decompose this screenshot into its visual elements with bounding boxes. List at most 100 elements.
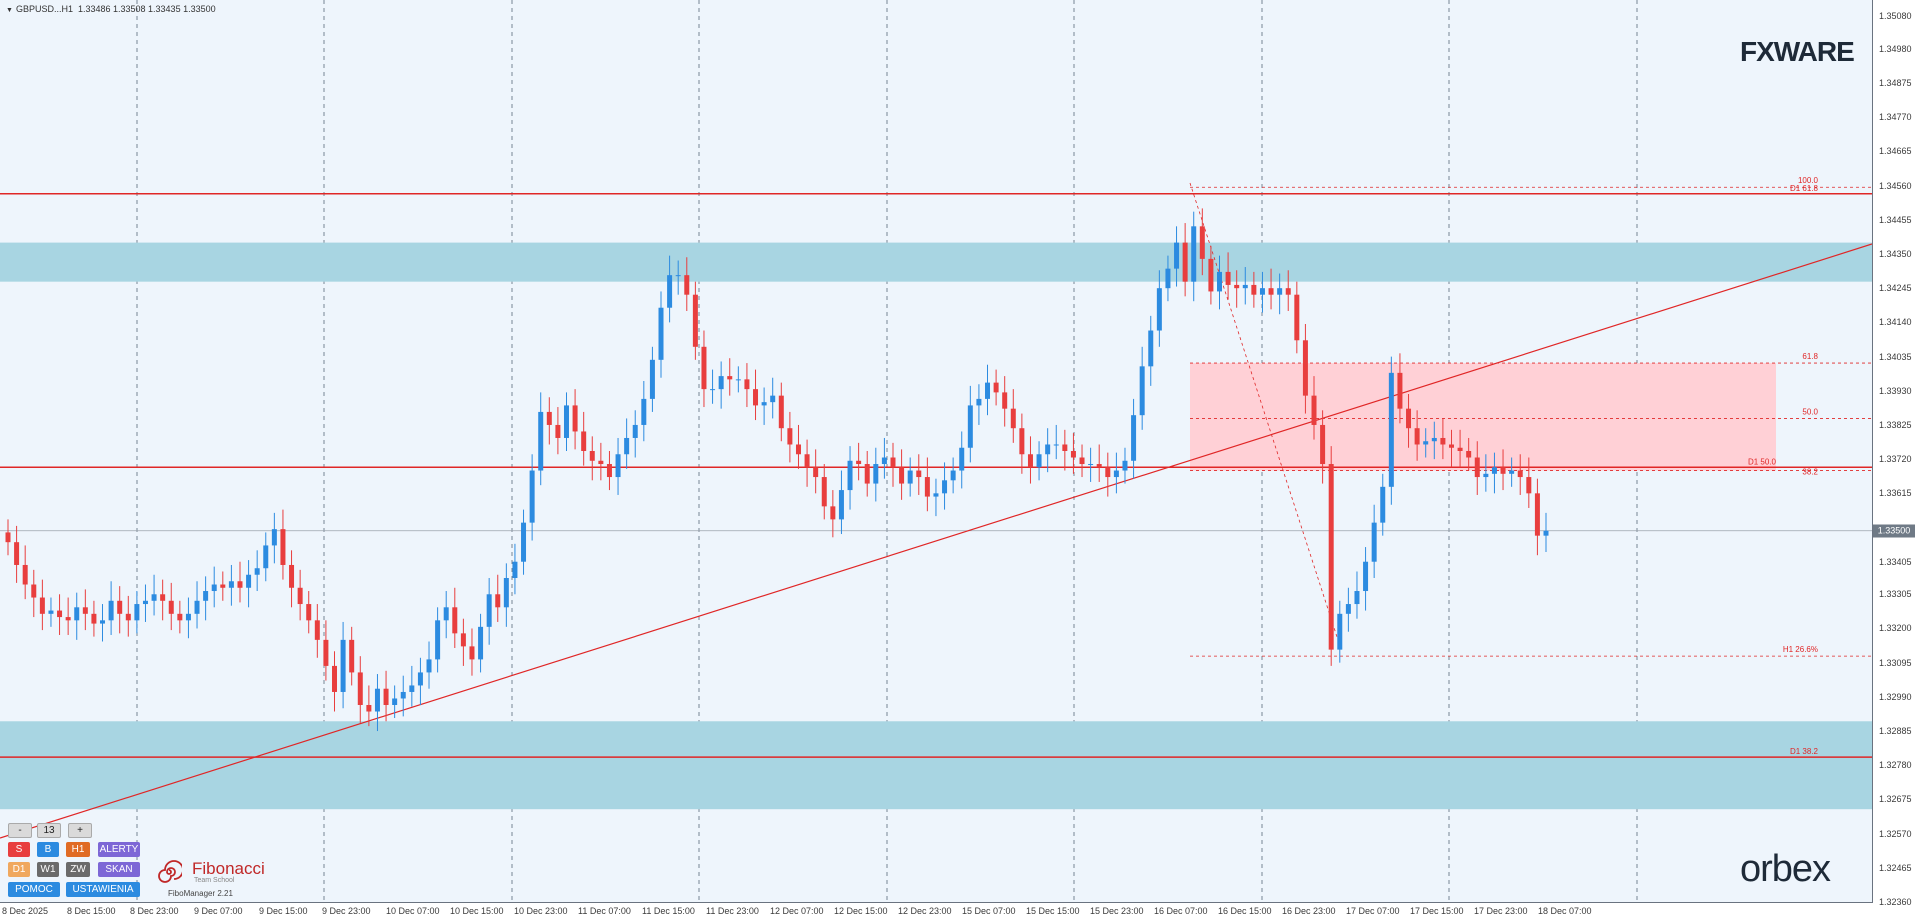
price-tick-label: 1.33095 (1879, 657, 1912, 668)
candle-body (39, 597, 45, 614)
price-tick-label: 1.34665 (1879, 146, 1912, 157)
price-tick-label: 1.33200 (1879, 623, 1912, 634)
candle-body (1027, 454, 1033, 468)
fibonacci-brand-sub: Team School (194, 877, 235, 884)
fibonacci-spiral-icon (158, 860, 182, 883)
candle-body (142, 600, 148, 605)
fibo-zone (1190, 363, 1776, 471)
candle-body (1096, 464, 1102, 468)
candle-body (117, 600, 123, 614)
alerts-button[interactable]: ALERTY (98, 842, 140, 857)
fibonacci-brand: Fibonacci Team School FiboManager 2.21 (156, 855, 286, 902)
time-tick-label: 10 Dec 23:00 (514, 906, 568, 916)
price-tick-label: 1.33930 (1879, 385, 1912, 396)
candle-body (976, 398, 982, 406)
candle-body (838, 490, 844, 520)
candle-body (529, 470, 535, 523)
time-tick-label: 15 Dec 15:00 (1026, 906, 1080, 916)
sell-button[interactable]: S (8, 842, 30, 857)
candle-body (1311, 395, 1317, 425)
candle-body (1345, 604, 1351, 614)
candle-body (357, 672, 363, 705)
candle-body (1320, 424, 1326, 465)
trend-line (0, 243, 1872, 839)
candle-body (581, 431, 587, 451)
candle-body (795, 444, 801, 455)
candle-body (1354, 591, 1360, 605)
increase-button[interactable]: + (68, 823, 92, 838)
candle-body (787, 428, 793, 445)
time-tick-label: 11 Dec 07:00 (578, 906, 631, 916)
time-tick-label: 8 Dec 15:00 (67, 906, 116, 916)
candle-body (1328, 464, 1334, 650)
candle-body (649, 359, 655, 399)
fib-500-label: 50.0 (1802, 407, 1818, 416)
candle-body (383, 688, 389, 705)
candle-body (220, 584, 226, 588)
price-tick-label: 1.32780 (1879, 760, 1912, 771)
candle-body (598, 460, 604, 465)
price-tick-label: 1.34560 (1879, 180, 1912, 191)
time-tick-label: 8 Dec 2025 (2, 906, 49, 916)
current-price-badge: 1.33500 (1873, 524, 1915, 538)
symbol-label: GBPUSD...H1 (15, 4, 73, 14)
candle-body (100, 620, 106, 624)
candle-body (74, 607, 80, 621)
candle-body (65, 617, 71, 621)
w1-button[interactable]: W1 (37, 862, 59, 877)
time-tick-label: 10 Dec 15:00 (450, 906, 504, 916)
candle-body (125, 613, 131, 621)
candle-body (452, 607, 458, 634)
candle-body (366, 704, 372, 712)
candle-body (1139, 366, 1145, 416)
zw-button[interactable]: ZW (66, 862, 90, 877)
decrease-button[interactable]: - (8, 823, 32, 838)
candle-body (228, 581, 234, 588)
time-axis[interactable]: 8 Dec 2025 8 Dec 15:00 8 Dec 23:00 9 Dec 07… (0, 903, 1872, 922)
candle-body (478, 626, 484, 660)
orbex-logo: orbex (1740, 848, 1831, 890)
candle-body (821, 477, 827, 507)
dropdown-triangle-icon[interactable]: ▼ (6, 7, 13, 14)
candle-body (168, 600, 174, 614)
candle-body (289, 564, 295, 588)
scan-button[interactable]: SKAN (98, 862, 140, 877)
candle-body (280, 529, 286, 565)
candle-body (495, 594, 501, 608)
candle-body (1019, 428, 1025, 455)
candle-body (323, 639, 329, 666)
time-tick-label: 17 Dec 15:00 (1410, 906, 1464, 916)
candle-body (985, 382, 991, 399)
candle-body (1002, 392, 1008, 409)
candle-body (1045, 444, 1051, 455)
candle-body (563, 405, 569, 438)
candle-body (1526, 477, 1532, 494)
fib-382-label: 38.2 (1802, 468, 1818, 477)
candle-body (340, 639, 346, 692)
candle-body (1534, 493, 1540, 536)
candle-body (761, 402, 767, 406)
candle-body (426, 659, 432, 673)
candle-body (417, 672, 423, 686)
candle-body (1397, 372, 1403, 409)
time-tick-label: 18 Dec 07:00 (1538, 906, 1592, 916)
d1-618-label: D1 61.8 (1790, 184, 1819, 193)
candle-body (5, 532, 11, 543)
supply-zone (0, 242, 1872, 282)
buy-button[interactable]: B (37, 842, 59, 857)
h1-button[interactable]: H1 (66, 842, 90, 857)
d1-button[interactable]: D1 (8, 862, 30, 877)
value-field[interactable]: 13 (37, 823, 61, 838)
candle-body (1199, 226, 1205, 259)
candle-body (1079, 457, 1085, 465)
settings-button[interactable]: USTAWIENIA (66, 882, 140, 897)
help-button[interactable]: POMOC (8, 882, 60, 897)
time-tick-label: 16 Dec 07:00 (1154, 906, 1208, 916)
price-tick-label: 1.34455 (1879, 214, 1912, 225)
candle-body (14, 542, 20, 565)
fibo-manager-panel: - 13 + S B H1 ALERTY D1 W1 ZW SKAN POMOC… (8, 823, 278, 902)
candle-body (194, 600, 200, 614)
price-axis[interactable]: 1.35080 1.34980 1.34875 1.34770 1.34665 1.345… (1873, 0, 1916, 922)
candle-body (1208, 258, 1214, 292)
chart-canvas[interactable]: 100.0 D1 61.8 61.8 50.0 D1 50.0 38.2 H1 26.6% D… (0, 0, 1873, 903)
